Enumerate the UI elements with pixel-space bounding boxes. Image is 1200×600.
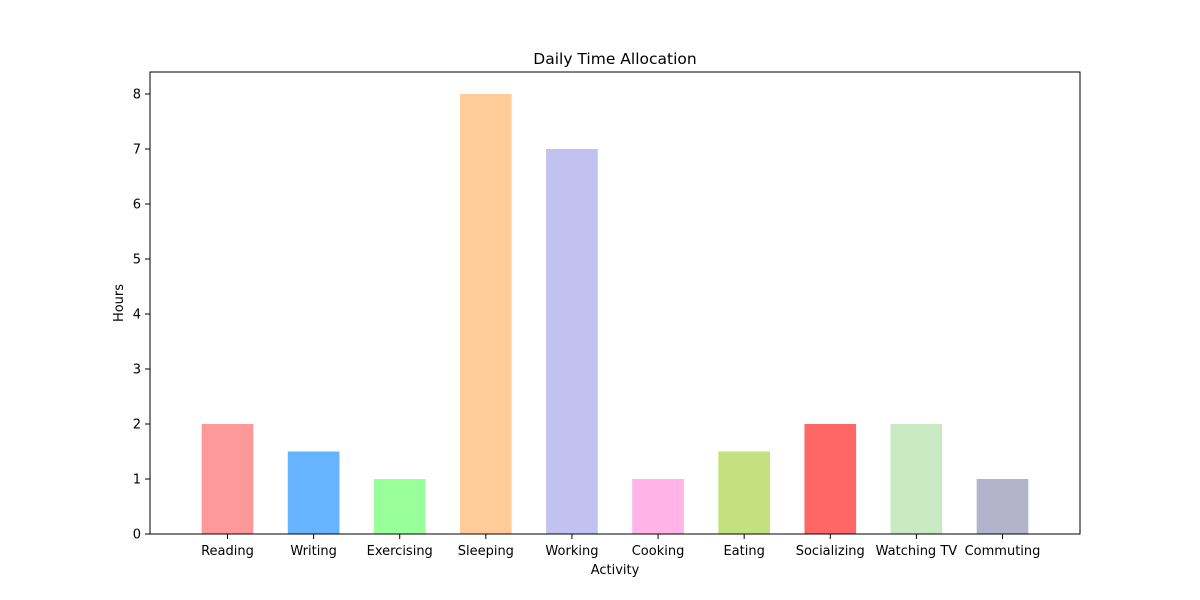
x-tick-label-reading: Reading bbox=[201, 544, 254, 559]
bar-socializing bbox=[804, 424, 857, 534]
bar-writing bbox=[287, 451, 340, 534]
y-tick-label-7: 7 bbox=[133, 143, 141, 158]
bar-watching-tv bbox=[890, 424, 943, 534]
y-axis-ticks: 0 1 2 3 4 5 6 7 8 bbox=[133, 88, 150, 543]
x-tick-label-eating: Eating bbox=[723, 544, 764, 559]
y-axis-title: Hours bbox=[112, 284, 127, 322]
x-tick-label-sleeping: Sleeping bbox=[458, 544, 514, 559]
y-tick-label-5: 5 bbox=[133, 253, 141, 268]
bar-eating bbox=[718, 451, 770, 534]
x-tick-label-watching-tv: Watching TV bbox=[876, 544, 958, 559]
x-tick-label-socializing: Socializing bbox=[796, 544, 865, 559]
bar-commuting bbox=[976, 479, 1029, 534]
y-tick-label-1: 1 bbox=[133, 473, 141, 488]
bar-sleeping bbox=[460, 94, 512, 534]
x-tick-label-commuting: Commuting bbox=[965, 544, 1041, 559]
y-tick-label-6: 6 bbox=[133, 198, 141, 213]
x-axis-ticks: Reading Writing Exercising Sleeping Working C… bbox=[201, 534, 1040, 559]
x-axis-title: Activity bbox=[591, 563, 640, 578]
bar-exercising bbox=[373, 479, 426, 534]
bar-reading bbox=[201, 424, 254, 534]
y-tick-label-4: 4 bbox=[133, 308, 141, 323]
x-tick-label-writing: Writing bbox=[290, 544, 336, 559]
chart-title: Daily Time Allocation bbox=[533, 50, 696, 68]
x-tick-label-working: Working bbox=[545, 544, 598, 559]
bars-group bbox=[201, 94, 1029, 534]
y-tick-label-8: 8 bbox=[133, 88, 141, 103]
x-tick-label-cooking: Cooking bbox=[632, 544, 685, 559]
bar-cooking bbox=[632, 479, 684, 534]
y-tick-label-3: 3 bbox=[133, 363, 141, 378]
y-tick-label-2: 2 bbox=[133, 418, 141, 433]
x-tick-label-exercising: Exercising bbox=[367, 544, 433, 559]
y-tick-label-0: 0 bbox=[133, 528, 141, 543]
bar-working bbox=[546, 149, 598, 534]
plot-frame bbox=[149, 71, 1081, 535]
